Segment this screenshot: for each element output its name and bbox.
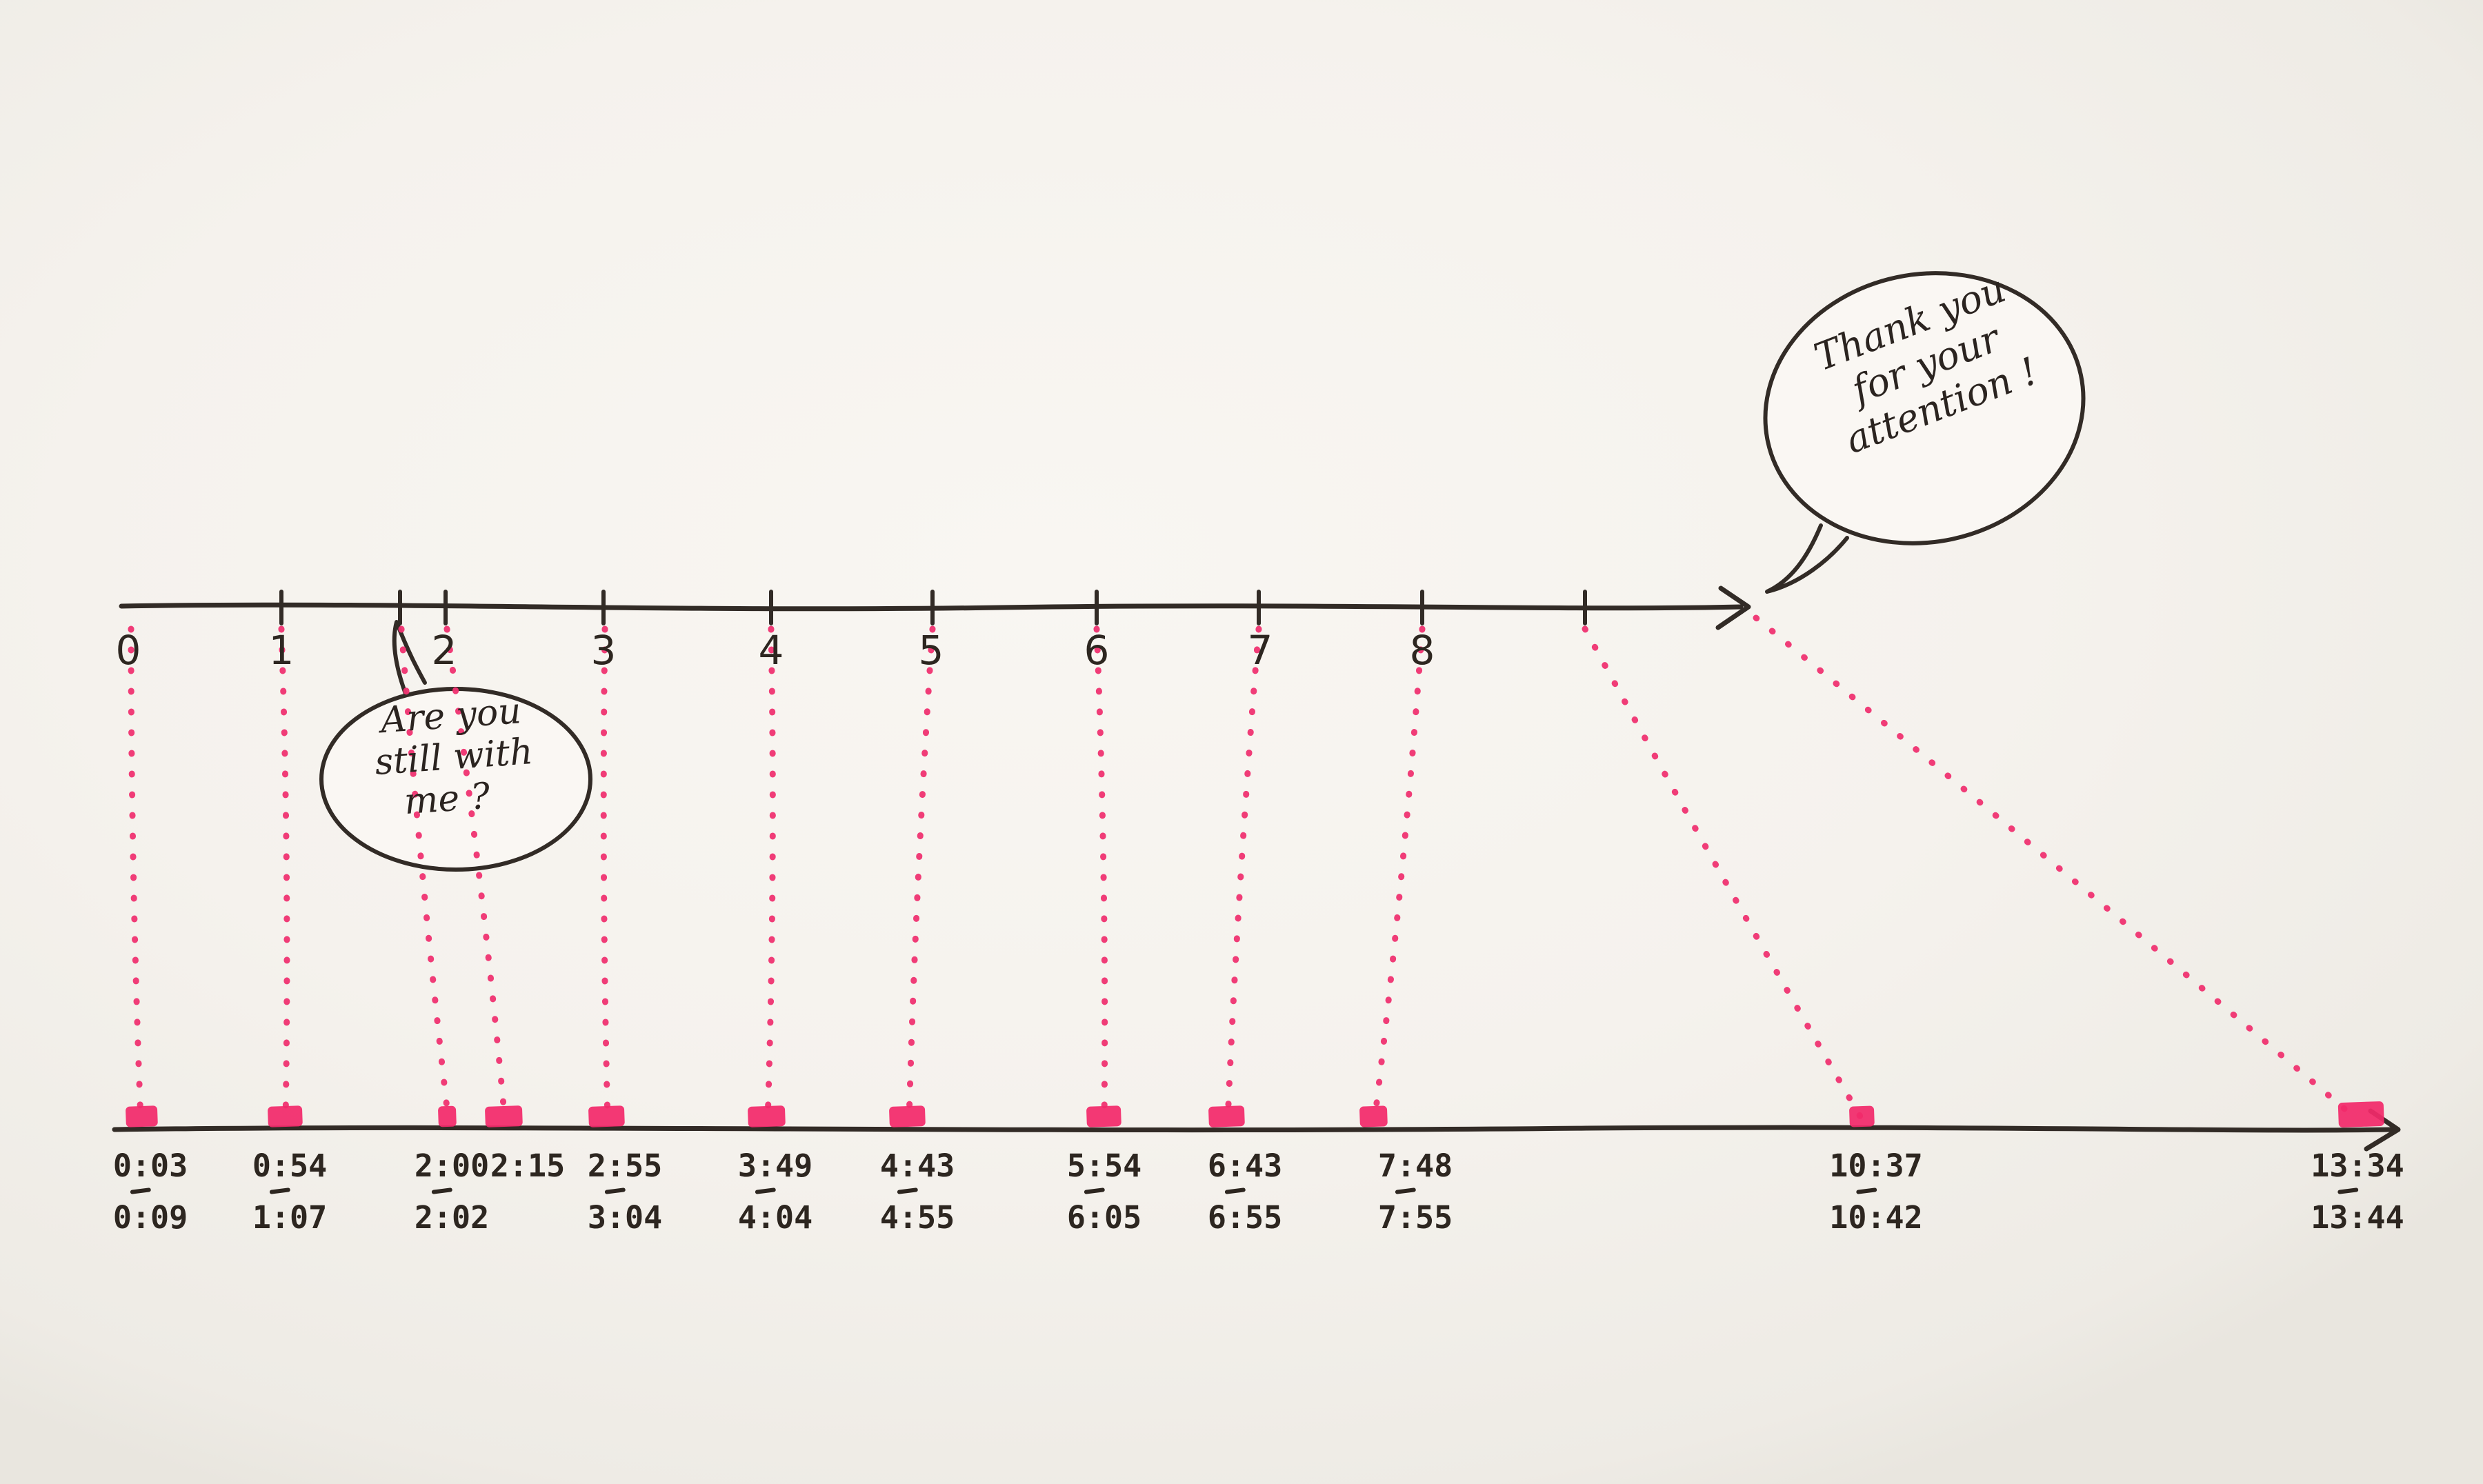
marker-landing-blob <box>126 1105 158 1127</box>
top-axis-numeral: 1 <box>268 627 295 674</box>
connector-dotted-line <box>1371 625 1426 1123</box>
range-dash-icon <box>130 1187 152 1194</box>
range-dash-icon <box>431 1187 453 1194</box>
time-range-label: 5:54 6:05 <box>1067 1150 1141 1233</box>
range-dash-icon <box>1855 1187 1877 1194</box>
range-dash-icon <box>269 1187 291 1194</box>
question-bubble-text: Are you still with me ? <box>312 685 596 828</box>
marker-landing-blob <box>1849 1105 1875 1127</box>
thanks-bubble <box>1763 271 2086 594</box>
range-dash-icon <box>604 1187 626 1194</box>
time-range-label: 2:00 2:02 <box>415 1150 489 1233</box>
connector-dotted-line <box>1093 625 1108 1123</box>
marker-landing-blob <box>748 1105 786 1127</box>
top-axis-numeral: 5 <box>918 627 944 674</box>
time-start: 2:55 <box>587 1147 663 1184</box>
time-end: 1:07 <box>252 1199 328 1236</box>
time-range-label: 13:34 13:44 <box>2311 1150 2404 1233</box>
question-bubble-tail-icon <box>392 620 427 696</box>
top-axis-line <box>119 602 1744 612</box>
time-end: 4:04 <box>737 1199 813 1236</box>
connector-dotted-line <box>600 625 611 1123</box>
time-end: 13:44 <box>2311 1199 2404 1236</box>
connector-lines <box>128 614 2361 1123</box>
range-dash-icon <box>1395 1187 1417 1194</box>
time-start: 2:15 <box>490 1147 566 1184</box>
time-start: 0:03 <box>112 1147 188 1184</box>
time-end: 10:42 <box>1829 1199 1923 1236</box>
time-range-label: 4:43 4:55 <box>880 1150 955 1233</box>
marker-landing-blob <box>485 1105 523 1127</box>
bottom-axis-line <box>112 1125 2395 1133</box>
connector-dotted-line <box>1753 614 2361 1123</box>
top-axis-numeral: 6 <box>1084 627 1110 674</box>
time-end: 6:55 <box>1207 1199 1283 1236</box>
time-range-label: 2:55 3:04 <box>588 1150 662 1233</box>
time-end: 7:55 <box>1377 1199 1453 1236</box>
top-axis-numeral: 7 <box>1247 627 1273 674</box>
connector-dotted-line <box>398 625 452 1123</box>
time-start: 4:43 <box>879 1147 955 1184</box>
top-axis-numeral: 3 <box>590 627 617 674</box>
range-dash-icon <box>755 1187 777 1194</box>
range-dash-icon <box>897 1187 919 1194</box>
time-range-label: 6:43 6:55 <box>1208 1150 1282 1233</box>
landing-marks <box>126 1101 2384 1127</box>
connector-dotted-line <box>906 625 936 1123</box>
time-end: 2:02 <box>414 1199 490 1236</box>
time-start: 13:34 <box>2311 1147 2404 1184</box>
time-end: 4:55 <box>879 1199 955 1236</box>
top-axis-numeral: 2 <box>431 627 457 674</box>
range-dash-icon <box>2337 1187 2359 1194</box>
time-start: 5:54 <box>1066 1147 1142 1184</box>
time-start: 6:43 <box>1207 1147 1283 1184</box>
time-end: 0:09 <box>112 1199 188 1236</box>
time-range-label: 2:15 <box>490 1150 565 1181</box>
time-end: 6:05 <box>1066 1199 1142 1236</box>
top-axis-ticks <box>279 590 1587 625</box>
range-dash-icon <box>1084 1187 1106 1194</box>
connector-dotted-line <box>128 625 144 1123</box>
top-axis-numeral: 4 <box>758 627 784 674</box>
top-axis-numeral: 8 <box>1409 627 1435 674</box>
marker-landing-blob <box>438 1105 457 1127</box>
thanks-bubble-tail-icon <box>1765 523 1849 594</box>
connector-dotted-line <box>1224 625 1262 1123</box>
time-start: 3:49 <box>737 1147 813 1184</box>
marker-landing-blob <box>1359 1105 1388 1127</box>
marker-landing-blob <box>2337 1101 2384 1127</box>
time-start: 2:00 <box>414 1147 490 1184</box>
connector-dotted-line <box>443 625 508 1123</box>
time-end: 3:04 <box>587 1199 663 1236</box>
time-range-label: 0:54 1:07 <box>252 1150 327 1233</box>
top-axis-arrowhead-icon <box>1715 585 1751 630</box>
time-range-label: 10:37 10:42 <box>1829 1150 1922 1233</box>
marker-landing-blob <box>588 1105 625 1127</box>
time-range-label: 3:49 4:04 <box>738 1150 812 1233</box>
time-range-label: 0:03 0:09 <box>113 1150 188 1233</box>
connector-dotted-line <box>278 625 290 1123</box>
marker-landing-blob <box>1208 1105 1245 1127</box>
marker-landing-blob <box>268 1105 303 1127</box>
marker-landing-blob <box>1086 1105 1121 1127</box>
time-start: 0:54 <box>252 1147 328 1184</box>
time-range-label: 7:48 7:55 <box>1378 1150 1453 1233</box>
marker-landing-blob <box>889 1105 926 1127</box>
thanks-bubble-shape <box>1763 271 2086 545</box>
connector-dotted-line <box>764 625 776 1123</box>
range-dash-icon <box>1224 1187 1246 1194</box>
connector-dotted-line <box>1582 625 1866 1123</box>
top-axis-numeral: 0 <box>115 627 141 674</box>
time-start: 10:37 <box>1829 1147 1923 1184</box>
time-start: 7:48 <box>1377 1147 1453 1184</box>
